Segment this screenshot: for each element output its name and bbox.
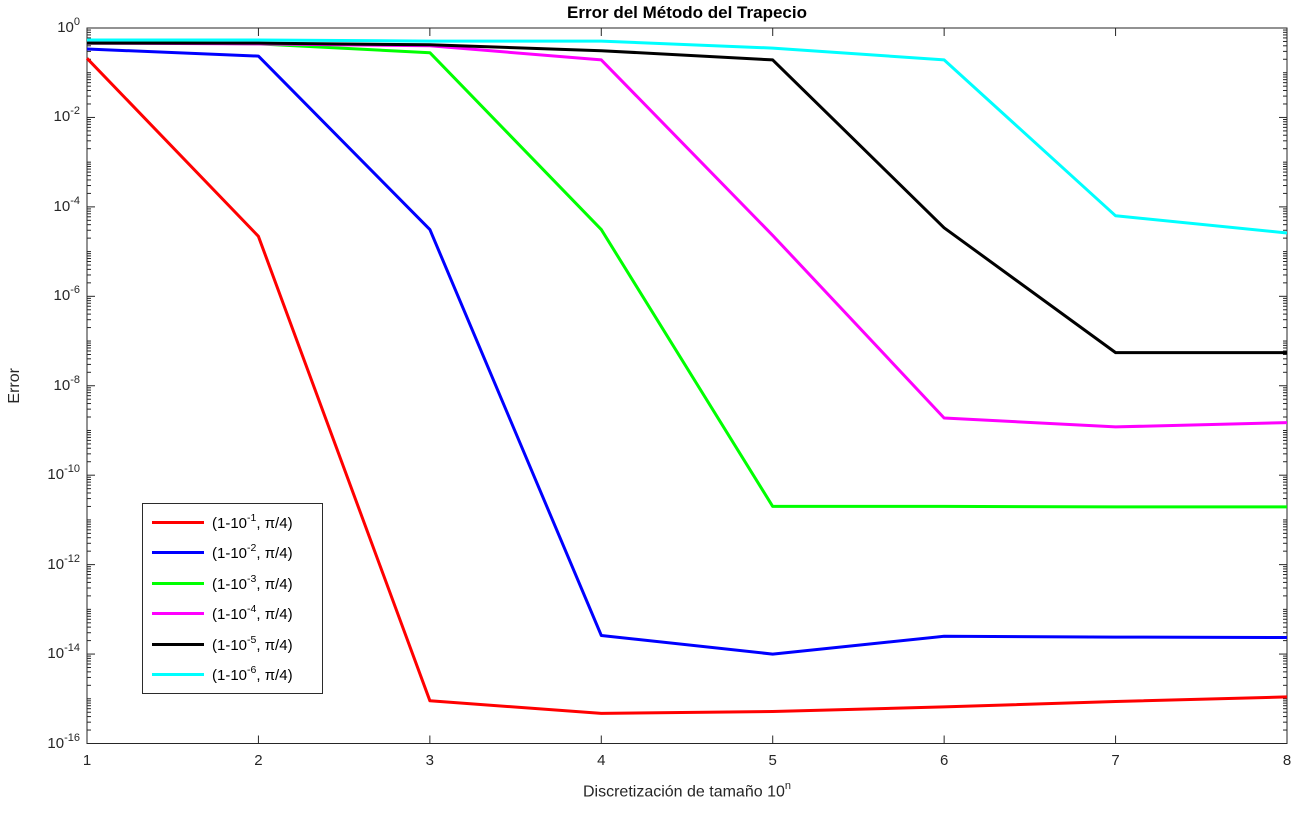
y-tick-label: 10-8 (53, 373, 80, 394)
legend-entry-label: (1-10-4, π/4) (212, 603, 293, 624)
x-tick-label: 5 (768, 752, 777, 769)
legend-entry-label: (1-10-3, π/4) (212, 572, 293, 593)
legend-entry: (1-10-6, π/4) (143, 660, 322, 690)
legend-line-sample (152, 520, 204, 524)
x-tick-label: 1 (82, 752, 92, 769)
legend: (1-10-1, π/4) (1-10-2, π/4) (1-10-3, π/4) (… (142, 503, 323, 694)
legend-line-sample (152, 551, 204, 555)
chart-title: Error del Método del Trapecio (567, 3, 807, 22)
legend-line-sample (152, 673, 204, 677)
y-tick-label: 10-4 (53, 194, 80, 215)
series-line-1 (85, 57, 1288, 715)
x-tick-label: 4 (597, 752, 606, 769)
y-tick-label: 10-2 (53, 105, 80, 126)
legend-entry-label: (1-10-2, π/4) (212, 542, 293, 563)
series-line-5 (87, 41, 1287, 355)
y-tick-label: 10-14 (47, 642, 80, 663)
legend-entry-label: (1-10-5, π/4) (212, 633, 293, 654)
legend-entry: (1-10-5, π/4) (143, 629, 322, 659)
x-tick-label: 8 (1282, 752, 1292, 769)
y-tick-label: 10-10 (47, 463, 80, 484)
y-tick-label: 10-6 (53, 284, 80, 305)
legend-entry: (1-10-1, π/4) (143, 507, 322, 537)
y-tick-label: 10-16 (47, 731, 80, 752)
legend-entry: (1-10-4, π/4) (143, 599, 322, 629)
y-tick-label: 10-12 (47, 552, 80, 573)
series-line-3 (86, 40, 1287, 509)
x-axis-label: Discretización de tamaño 10n (87, 780, 1287, 801)
legend-line-sample (152, 642, 204, 646)
x-axis-label-superscript: n (784, 780, 791, 792)
legend-entry: (1-10-3, π/4) (143, 568, 322, 598)
x-tick-label: 7 (1111, 752, 1120, 769)
x-axis-label-text: Discretización de tamaño 10 (582, 783, 785, 801)
legend-line-sample (152, 581, 204, 585)
legend-entry-label: (1-10-6, π/4) (212, 664, 293, 685)
legend-entry-label: (1-10-1, π/4) (212, 511, 293, 532)
legend-entry: (1-10-2, π/4) (143, 538, 322, 568)
x-tick-label: 2 (254, 752, 263, 769)
x-tick-label: 3 (425, 752, 435, 769)
series-line-6 (87, 38, 1288, 235)
series-line-2 (86, 47, 1288, 656)
y-tick-label: 100 (57, 16, 80, 36)
x-tick-label: 6 (939, 752, 949, 769)
legend-line-sample (152, 612, 204, 616)
